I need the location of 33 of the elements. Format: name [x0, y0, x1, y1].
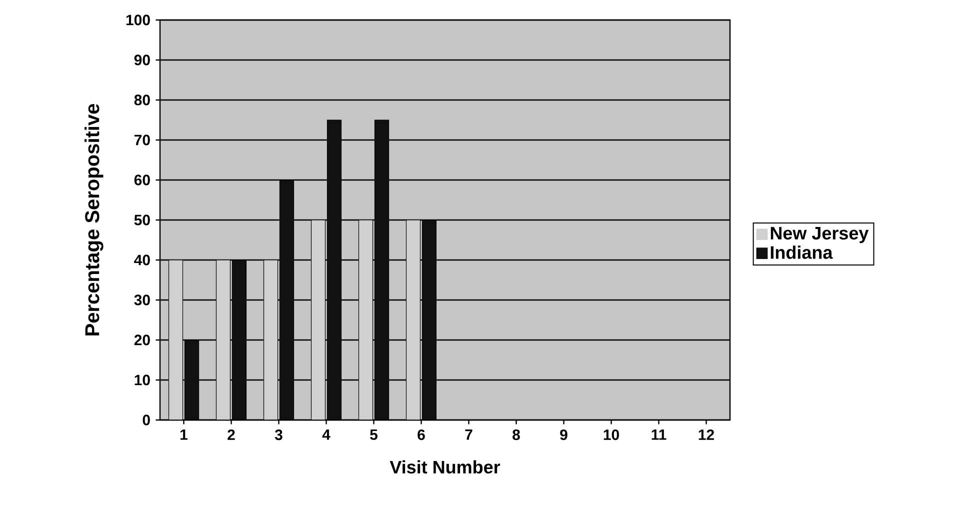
- x-axis-title: Visit Number: [390, 460, 500, 474]
- y-tick-label: 90: [134, 54, 150, 66]
- bar: [374, 120, 390, 420]
- x-tick-label: 12: [698, 429, 714, 440]
- x-tick-label: 11: [652, 429, 666, 440]
- x-tick-label: 2: [228, 429, 235, 440]
- bar: [326, 120, 342, 420]
- x-tick-label: 5: [370, 429, 378, 440]
- y-tick-label: 40: [134, 254, 150, 266]
- legend-label: New Jersey: [770, 227, 869, 244]
- y-tick-label: 80: [134, 94, 150, 106]
- y-tick-label: 20: [134, 334, 150, 346]
- bar: [422, 220, 437, 420]
- bar: [184, 340, 200, 420]
- y-tick-label: 10: [134, 374, 150, 386]
- y-tick-label: 60: [134, 174, 150, 186]
- x-tick-label: 9: [560, 429, 568, 440]
- y-tick-label: 70: [134, 134, 150, 146]
- bar: [232, 260, 247, 420]
- x-tick-label: 3: [274, 429, 282, 440]
- y-tick-label: 50: [134, 214, 150, 226]
- x-tick-label: 10: [604, 429, 619, 440]
- x-tick-label: 4: [322, 429, 330, 440]
- x-tick-label: 1: [180, 429, 188, 440]
- legend-label: Indiana: [770, 246, 833, 259]
- x-tick-label: 6: [418, 429, 425, 440]
- y-axis-title: Percentage Seropositive: [84, 104, 104, 336]
- x-tick-label: 8: [512, 429, 520, 440]
- y-tick-label: 100: [126, 14, 150, 26]
- y-tick-label: 0: [142, 414, 150, 426]
- y-tick-label: 30: [134, 294, 150, 306]
- bar: [279, 180, 294, 420]
- x-tick-label: 7: [465, 429, 472, 440]
